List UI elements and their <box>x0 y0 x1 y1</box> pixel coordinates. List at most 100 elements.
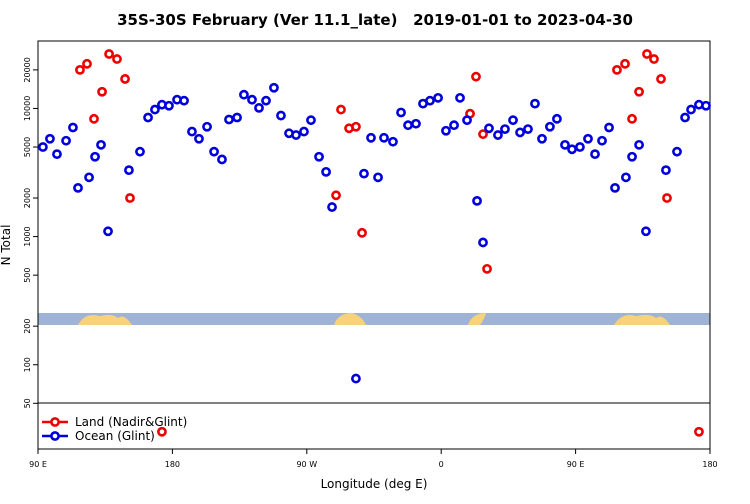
x-tick-label: 90 E <box>567 460 585 469</box>
point <box>269 82 279 93</box>
point <box>482 263 492 274</box>
y-axis-label: N Total <box>0 225 13 266</box>
point <box>441 125 451 136</box>
point <box>331 190 341 201</box>
y-tick-label: 1000 <box>23 226 32 246</box>
point <box>620 58 630 69</box>
point <box>299 126 309 137</box>
point <box>314 151 324 162</box>
point <box>686 104 696 115</box>
y-tick-label: 10000 <box>23 96 32 121</box>
point <box>627 151 637 162</box>
y-tick-label: 5000 <box>23 137 32 157</box>
point <box>306 115 316 126</box>
point <box>478 129 488 140</box>
point <box>537 133 547 144</box>
point <box>680 112 690 123</box>
point <box>357 227 367 238</box>
point <box>103 226 113 237</box>
point <box>38 142 48 152</box>
point <box>478 237 488 248</box>
point <box>649 54 659 64</box>
y-tick-label: 50 <box>23 398 32 408</box>
legend-label: Ocean (Glint) <box>75 429 155 443</box>
point <box>157 426 167 437</box>
point <box>604 122 614 133</box>
point <box>484 123 494 134</box>
point <box>232 112 242 123</box>
point <box>508 115 518 126</box>
point <box>411 118 421 129</box>
point <box>449 120 459 131</box>
point <box>45 133 55 144</box>
point <box>135 146 145 157</box>
point <box>321 166 331 177</box>
legend-label: Land (Nadir&Glint) <box>75 415 187 429</box>
point <box>575 142 585 152</box>
point <box>75 64 85 75</box>
point <box>662 193 672 203</box>
point <box>621 172 631 183</box>
point <box>73 182 83 193</box>
point <box>500 124 510 134</box>
point <box>202 121 212 132</box>
point <box>403 120 413 131</box>
point <box>359 168 369 179</box>
point <box>493 130 503 140</box>
point <box>455 92 465 103</box>
point <box>552 113 562 124</box>
land-shape <box>334 313 366 325</box>
point <box>239 89 249 100</box>
point <box>124 165 134 176</box>
point <box>61 135 71 146</box>
point <box>327 202 337 212</box>
point <box>104 49 114 59</box>
x-axis-label: Longitude (deg E) <box>321 477 428 491</box>
map-band <box>38 313 710 325</box>
land-shape <box>614 314 670 325</box>
point <box>462 115 472 126</box>
point <box>254 102 264 113</box>
point <box>150 104 160 115</box>
point <box>656 74 666 84</box>
point <box>247 94 257 105</box>
point <box>276 110 286 121</box>
point <box>68 122 78 133</box>
point <box>694 426 704 437</box>
point <box>209 146 219 157</box>
x-tick-label: 0 <box>439 460 444 469</box>
point <box>291 130 301 140</box>
point <box>52 149 62 160</box>
land-shape <box>468 313 486 325</box>
point <box>545 121 555 132</box>
chart-title: 35S-30S February (Ver 11.1_late) 2019-01… <box>117 11 633 29</box>
point <box>84 172 94 183</box>
y-tick-label: 100 <box>23 357 32 372</box>
point <box>388 136 398 147</box>
x-tick-label: 180 <box>165 460 180 469</box>
point <box>641 226 651 237</box>
point <box>661 165 671 176</box>
series <box>75 49 704 437</box>
x-tick-label: 90 E <box>29 460 47 469</box>
point <box>701 100 711 111</box>
point <box>515 127 525 138</box>
point <box>396 107 406 118</box>
point <box>642 49 652 59</box>
plot-frame <box>37 40 711 450</box>
point <box>120 74 130 84</box>
point <box>567 144 577 155</box>
point <box>164 100 174 111</box>
point <box>351 121 361 132</box>
point <box>610 182 620 193</box>
point <box>217 154 227 165</box>
x-tick-label: 90 W <box>296 460 317 469</box>
point <box>97 86 107 97</box>
point <box>379 132 389 143</box>
point <box>583 133 593 144</box>
point <box>560 139 570 150</box>
point <box>112 54 122 64</box>
y-tick-label: 2000 <box>23 188 32 208</box>
